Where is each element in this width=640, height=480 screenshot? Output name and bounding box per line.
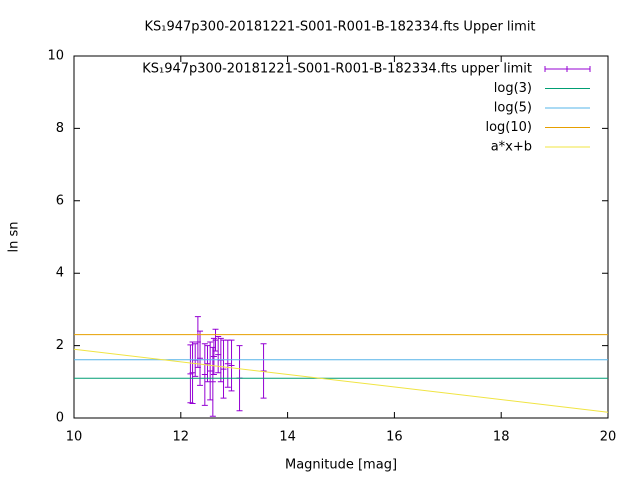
error-bar	[189, 341, 196, 405]
plot-border	[73, 55, 609, 419]
error-bar	[224, 339, 231, 388]
reference-line	[73, 348, 609, 413]
error-bar	[215, 336, 222, 374]
x-tick-label: 20	[600, 430, 617, 445]
x-axis-label: Magnitude [mag]	[285, 458, 397, 473]
error-bar	[207, 341, 214, 401]
x-tick-label: 14	[279, 430, 296, 445]
error-bar	[187, 344, 194, 404]
y-tick-label: 2	[56, 338, 64, 353]
error-bar	[197, 330, 204, 386]
error-bar	[204, 345, 211, 383]
legend-label: log(10)	[485, 120, 532, 135]
legend-label: a*x+b	[491, 140, 532, 155]
chart-title: KS₁947p300-20181221-S001-R001-B-182334.f…	[144, 20, 535, 35]
error-bar	[260, 343, 267, 399]
y-tick-label: 8	[56, 121, 64, 136]
error-bar	[201, 343, 208, 406]
y-tick-label: 6	[56, 193, 64, 208]
y-tick-label: 10	[47, 49, 64, 64]
y-axis-label: ln sn	[7, 222, 22, 253]
legend-swatch	[544, 66, 591, 72]
error-bar	[212, 328, 219, 352]
error-bar	[209, 346, 216, 417]
y-tick-label: 0	[56, 411, 64, 426]
y-tick-label: 4	[56, 266, 64, 281]
error-bar	[228, 339, 235, 392]
legend-label: KS₁947p300-20181221-S001-R001-B-182334.f…	[142, 62, 532, 77]
error-bar	[194, 316, 201, 368]
error-bar	[220, 339, 227, 399]
legend-label: log(5)	[494, 101, 532, 116]
x-tick-label: 18	[493, 430, 510, 445]
error-bar	[210, 337, 217, 376]
x-tick-label: 12	[173, 430, 190, 445]
x-tick-label: 16	[386, 430, 403, 445]
legend-label: log(3)	[494, 81, 532, 96]
x-tick-label: 10	[66, 430, 83, 445]
